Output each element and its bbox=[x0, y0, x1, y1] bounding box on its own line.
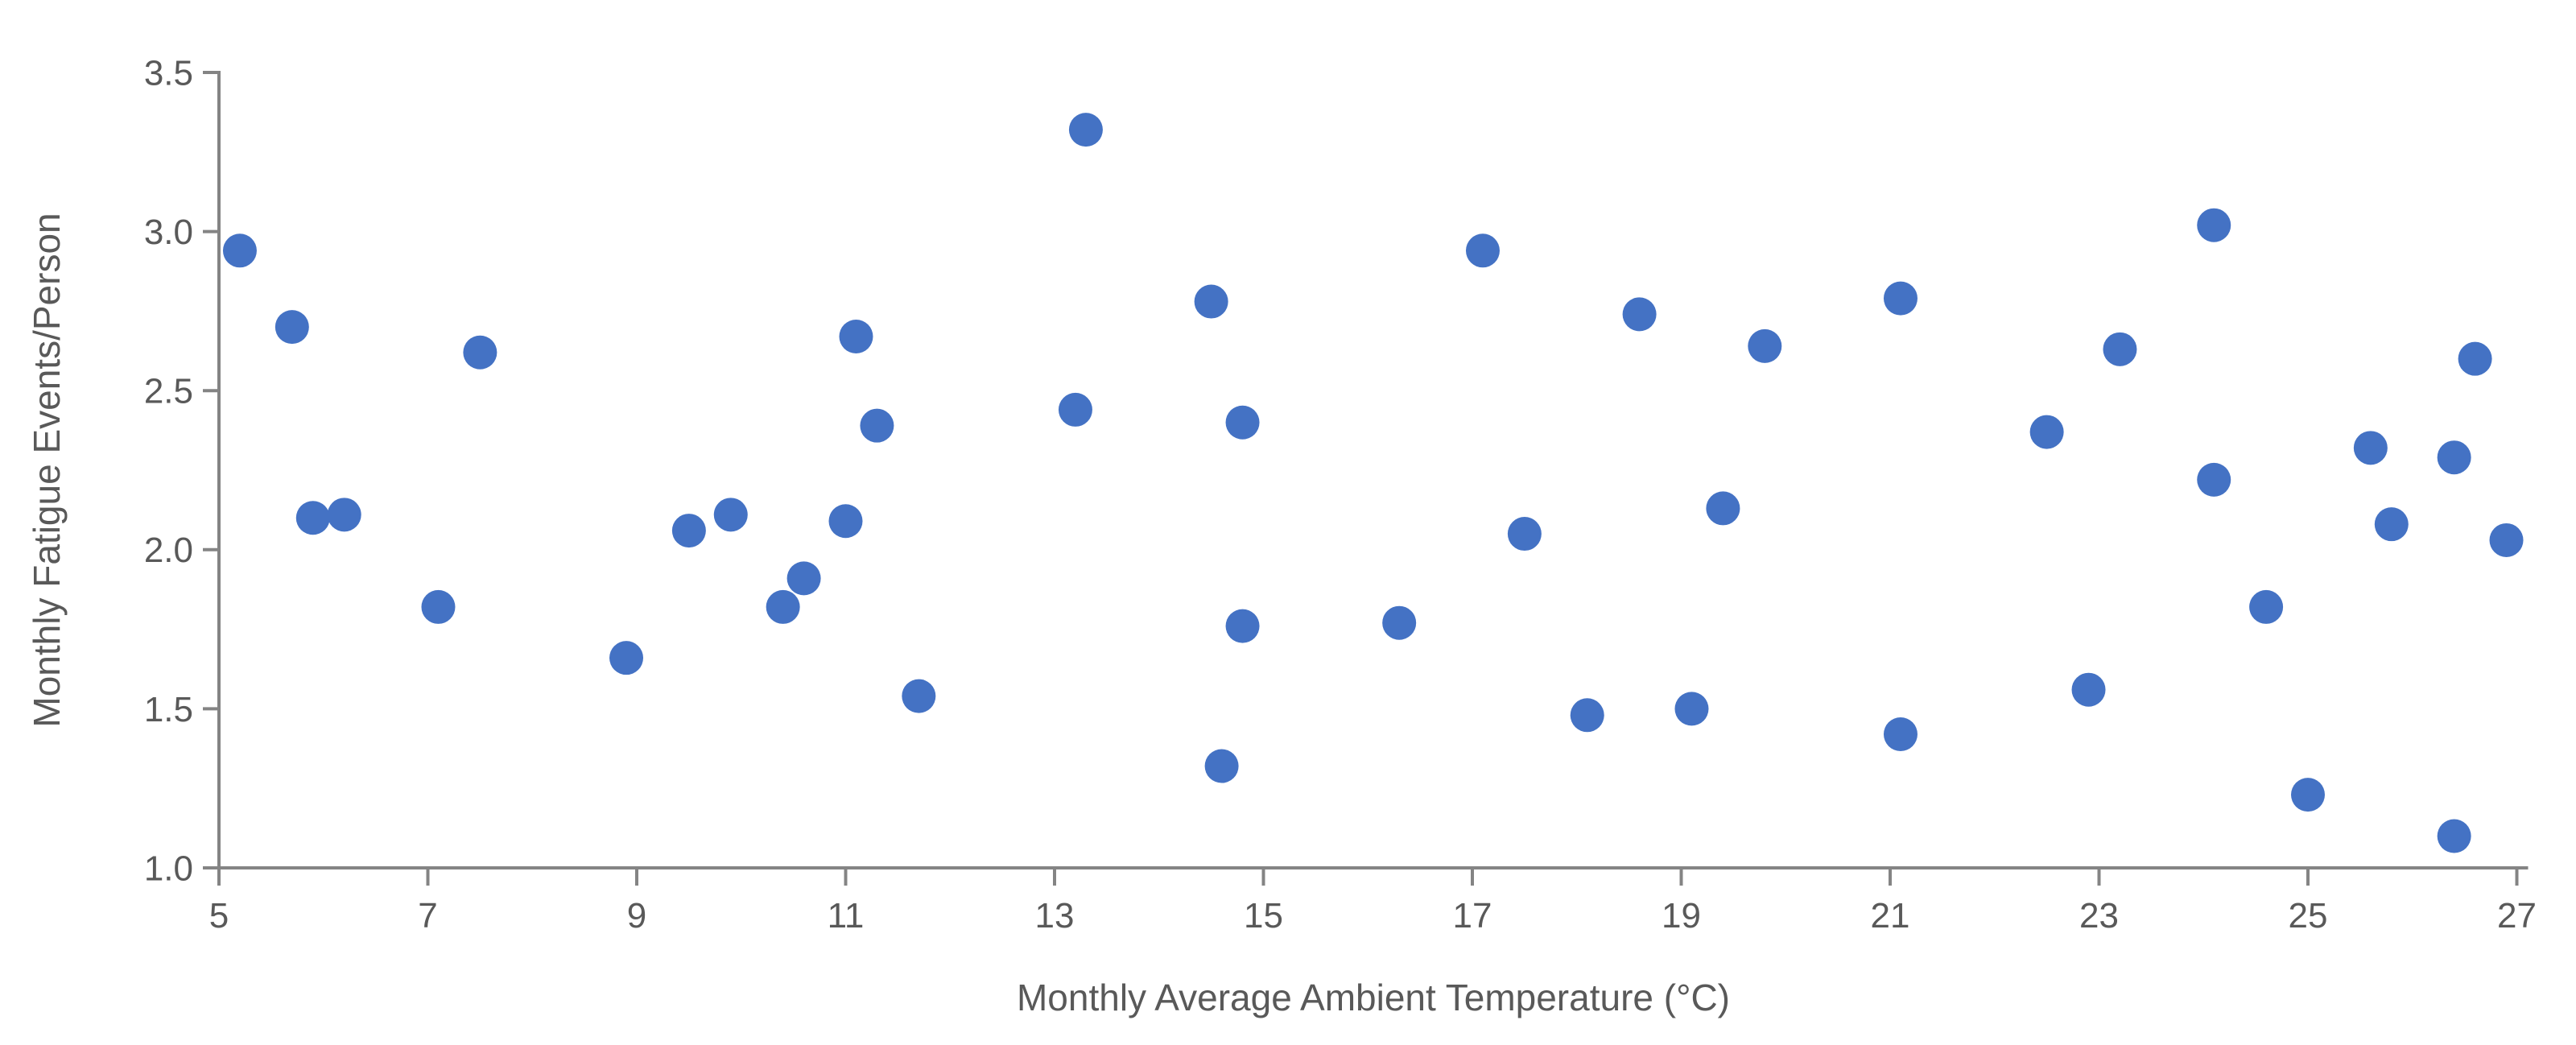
x-tick-label: 23 bbox=[2079, 896, 2119, 936]
data-point bbox=[2071, 672, 2106, 707]
x-axis-title: Monthly Average Ambient Temperature (°C) bbox=[1016, 977, 1731, 1018]
data-point bbox=[1068, 113, 1103, 147]
data-point bbox=[1570, 698, 1604, 733]
y-tick-label: 2.0 bbox=[144, 531, 193, 570]
y-tick-label: 3.5 bbox=[144, 53, 193, 93]
x-tick-label: 13 bbox=[1035, 896, 1075, 936]
data-point bbox=[2249, 589, 2284, 624]
data-point bbox=[1382, 605, 1417, 640]
x-tick-label: 21 bbox=[1871, 896, 1910, 936]
data-point bbox=[2437, 819, 2471, 853]
data-point bbox=[1058, 392, 1092, 427]
data-point bbox=[1883, 281, 1918, 316]
data-point bbox=[839, 320, 873, 354]
data-point bbox=[2353, 431, 2388, 465]
data-point bbox=[1883, 717, 1918, 752]
data-point bbox=[609, 641, 644, 675]
data-point bbox=[1706, 491, 1740, 526]
data-point bbox=[295, 501, 330, 535]
x-tick-label: 17 bbox=[1453, 896, 1492, 936]
data-point bbox=[2291, 778, 2325, 812]
data-point bbox=[1507, 517, 1542, 551]
x-tick-label: 19 bbox=[1662, 896, 1701, 936]
y-tick-label: 1.0 bbox=[144, 849, 193, 888]
x-tick-label: 27 bbox=[2497, 896, 2537, 936]
data-point bbox=[860, 408, 894, 443]
data-point bbox=[1674, 692, 1709, 726]
y-tick-label: 2.5 bbox=[144, 372, 193, 411]
data-point bbox=[327, 498, 361, 532]
data-point bbox=[2374, 507, 2409, 542]
data-point bbox=[463, 335, 497, 370]
y-axis-title: Monthly Fatigue Events/Person bbox=[26, 213, 68, 728]
data-point bbox=[1204, 749, 1239, 783]
x-tick-label: 5 bbox=[209, 896, 229, 936]
data-point bbox=[1622, 297, 1657, 332]
data-point bbox=[1225, 405, 1260, 440]
data-point bbox=[2197, 208, 2231, 242]
data-point bbox=[902, 679, 936, 713]
data-point bbox=[1225, 609, 1260, 643]
x-tick-label: 7 bbox=[418, 896, 437, 936]
data-point bbox=[786, 561, 821, 596]
data-point bbox=[828, 504, 863, 539]
data-point bbox=[2029, 415, 2064, 449]
y-tick-label: 3.0 bbox=[144, 213, 193, 252]
data-point bbox=[766, 589, 800, 624]
data-point bbox=[1748, 328, 1782, 363]
data-point bbox=[1194, 284, 1228, 319]
x-tick-label: 11 bbox=[828, 896, 865, 936]
data-point bbox=[2458, 341, 2492, 376]
data-point bbox=[2489, 522, 2524, 557]
data-point bbox=[2437, 440, 2471, 475]
y-tick-label: 1.5 bbox=[144, 690, 193, 729]
data-point bbox=[275, 310, 309, 345]
data-point bbox=[713, 498, 748, 532]
data-point bbox=[671, 514, 706, 548]
data-point bbox=[2197, 462, 2231, 497]
x-tick-label: 9 bbox=[627, 896, 646, 936]
x-tick-label: 25 bbox=[2289, 896, 2328, 936]
data-point bbox=[2103, 332, 2137, 366]
data-point bbox=[421, 589, 456, 624]
x-tick-label: 15 bbox=[1244, 896, 1283, 936]
data-point bbox=[1465, 233, 1500, 268]
data-point bbox=[222, 233, 257, 268]
